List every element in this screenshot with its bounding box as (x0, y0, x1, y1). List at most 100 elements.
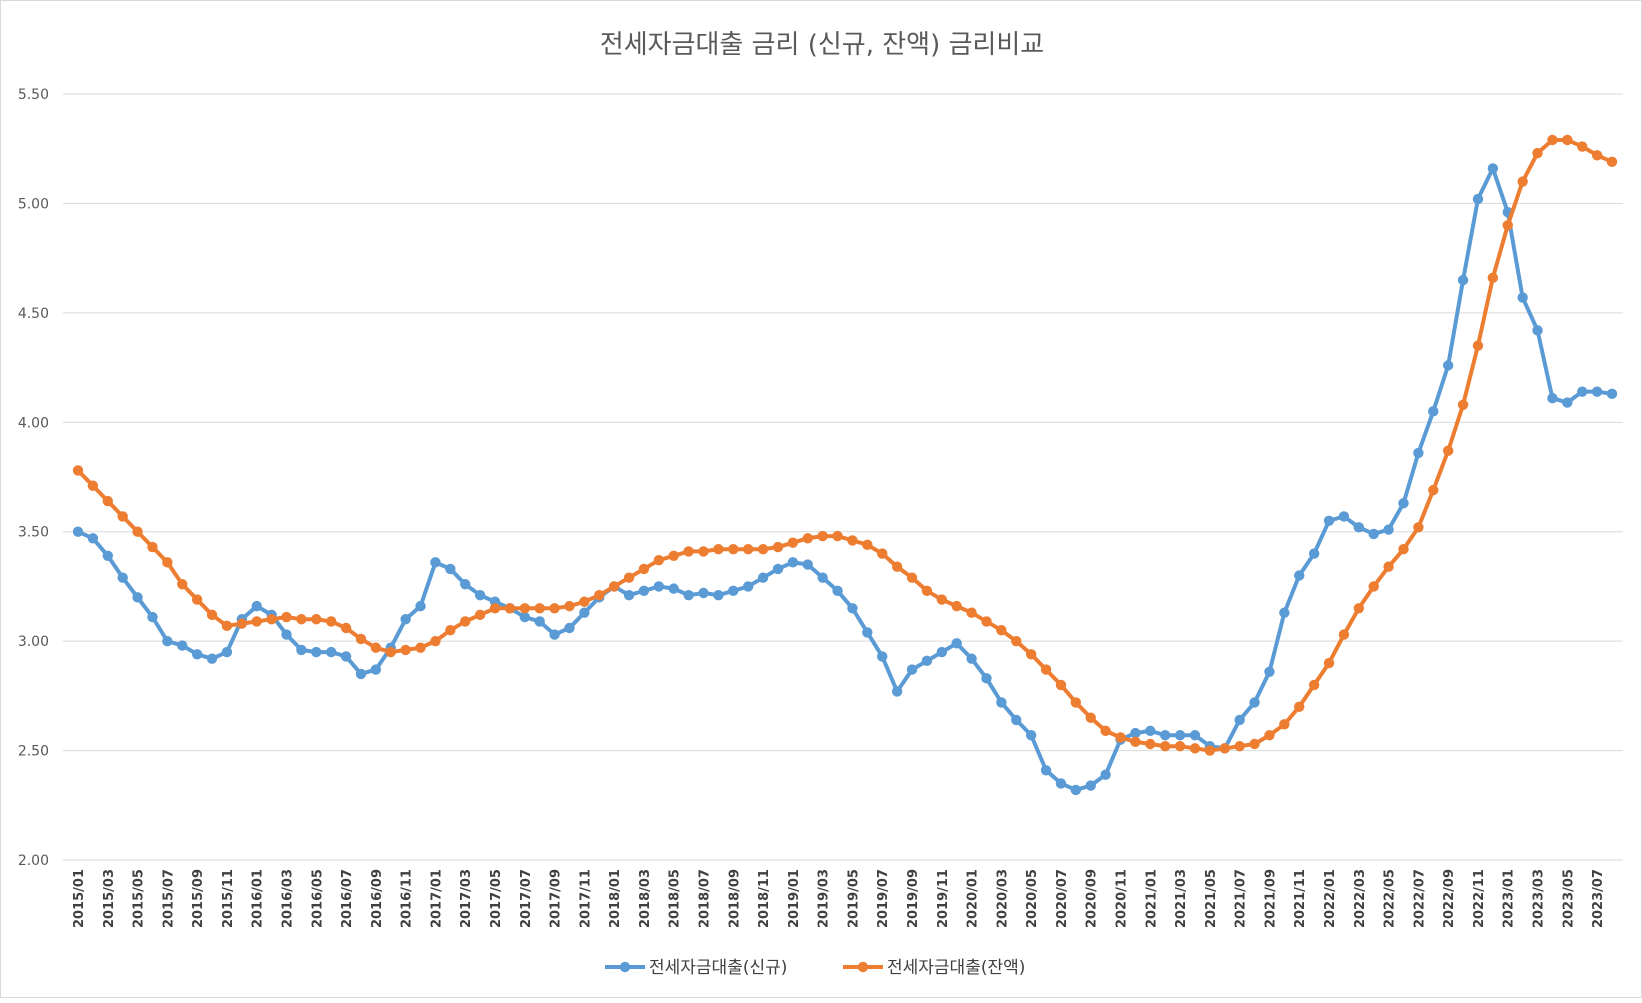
data-point (251, 616, 262, 627)
data-point (1562, 397, 1573, 408)
x-tick-label: 2017/03 (459, 869, 474, 928)
data-point (1100, 769, 1111, 780)
data-point (489, 603, 501, 614)
x-tick-label: 2019/07 (876, 869, 891, 928)
data-point (1025, 730, 1037, 741)
x-tick-label: 2020/05 (1025, 869, 1040, 928)
data-point (1591, 386, 1603, 397)
data-point (117, 511, 128, 522)
x-tick-label: 2019/05 (846, 869, 861, 928)
y-tick-label: 3.00 (18, 634, 49, 650)
x-tick-label: 2018/01 (608, 869, 623, 928)
data-point (638, 563, 650, 575)
data-point (742, 581, 754, 592)
data-point (385, 646, 396, 658)
x-tick-label: 2016/05 (310, 869, 325, 928)
legend-marker (619, 961, 631, 973)
x-tick-label: 2016/09 (370, 869, 385, 928)
data-point (1532, 147, 1543, 159)
x-tick-label: 2018/09 (727, 869, 742, 928)
data-point (1249, 697, 1260, 708)
data-point (236, 618, 248, 629)
data-point (1011, 714, 1022, 726)
x-tick-label: 2017/11 (578, 869, 593, 928)
data-point (1562, 134, 1573, 146)
data-point (1279, 719, 1290, 730)
x-tick-label: 2016/07 (340, 869, 355, 928)
data-point (1100, 725, 1111, 737)
data-point (1472, 193, 1484, 205)
data-point (474, 589, 486, 601)
data-point (1145, 738, 1156, 750)
x-tick-label: 2021/03 (1174, 869, 1189, 928)
y-tick-label: 4.50 (18, 306, 49, 322)
data-point (1070, 784, 1082, 796)
data-point (102, 550, 113, 561)
series-2 (72, 134, 1618, 756)
data-point (1174, 740, 1186, 752)
data-point (877, 548, 888, 559)
y-tick-label: 4.00 (18, 415, 49, 431)
data-point (832, 585, 843, 597)
data-point (1264, 666, 1275, 677)
data-point (1368, 581, 1379, 592)
x-tick-label: 2015/05 (132, 869, 147, 928)
x-tick-label: 2016/11 (400, 869, 415, 928)
x-tick-label: 2020/11 (1115, 869, 1130, 928)
data-point (296, 644, 307, 656)
data-point (1323, 515, 1335, 526)
y-axis-ticks: 2.00 2.50 3.00 3.50 4.00 4.50 5.00 5.50 (18, 87, 49, 869)
data-point (1502, 220, 1513, 231)
data-point (102, 495, 113, 507)
data-point (430, 635, 441, 647)
data-point (1234, 740, 1245, 752)
data-point (1040, 765, 1052, 776)
data-point (1577, 141, 1588, 152)
data-point (862, 539, 873, 551)
data-point (653, 554, 665, 566)
data-point (1055, 778, 1067, 789)
gridlines (63, 93, 1623, 861)
data-point (951, 600, 962, 612)
data-point (206, 609, 218, 621)
data-point (594, 589, 605, 601)
data-point (1085, 712, 1096, 723)
x-tick-label: 2015/01 (72, 869, 87, 928)
data-point (281, 611, 292, 623)
y-tick-label: 2.00 (18, 853, 49, 869)
y-tick-label: 2.50 (18, 744, 49, 760)
data-point (1249, 738, 1260, 750)
data-point (608, 581, 620, 592)
data-point (623, 572, 635, 583)
legend-marker (857, 961, 869, 973)
data-point (921, 585, 933, 597)
data-point (1025, 649, 1037, 660)
data-point (1457, 399, 1469, 410)
data-point (132, 526, 143, 537)
y-tick-label: 5.00 (18, 196, 49, 212)
x-tick-label: 2019/01 (787, 869, 802, 928)
data-point (996, 625, 1007, 636)
data-point (1115, 732, 1126, 743)
x-tick-label: 2015/09 (191, 869, 206, 928)
data-point (1294, 701, 1305, 712)
x-tick-label: 2022/11 (1472, 869, 1487, 928)
data-point (504, 603, 516, 614)
data-point (296, 614, 307, 625)
data-point (1353, 603, 1365, 614)
data-point (772, 563, 784, 575)
data-point (1398, 498, 1409, 509)
data-point (87, 480, 99, 491)
x-tick-label: 2023/03 (1532, 869, 1547, 928)
data-point (906, 664, 918, 675)
data-point (534, 616, 545, 627)
data-point (1442, 360, 1454, 371)
data-point (787, 557, 799, 568)
data-point (1308, 679, 1320, 691)
data-point (1487, 163, 1499, 174)
data-point (147, 541, 158, 553)
x-tick-label: 2017/07 (519, 869, 534, 928)
x-tick-label: 2019/11 (936, 869, 951, 928)
data-point (1606, 156, 1618, 168)
